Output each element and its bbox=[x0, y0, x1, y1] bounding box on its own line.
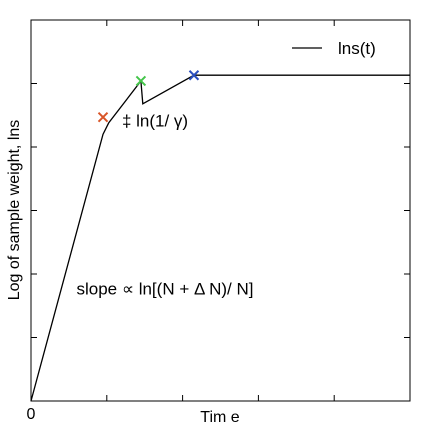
series-layer bbox=[30, 74, 410, 402]
series-line bbox=[30, 74, 410, 402]
annotation: slope ∝ ln[(N + Δ N)/ N] bbox=[76, 279, 253, 298]
annotation: ‡ ln(1/ γ) bbox=[122, 112, 188, 131]
plot-frame bbox=[30, 19, 411, 402]
x-marker bbox=[97, 111, 109, 123]
legend-label: lns(t) bbox=[338, 39, 376, 58]
marker-layer bbox=[97, 70, 200, 123]
x-tick-label: 0 bbox=[27, 406, 36, 423]
x-axis-label: Tim e bbox=[200, 409, 240, 426]
y-ticks bbox=[31, 19, 410, 338]
legend: lns(t) bbox=[292, 39, 376, 58]
y-axis-label: Log of sample weight, lns bbox=[6, 120, 23, 301]
x-ticks: 0 bbox=[27, 20, 335, 423]
annotation-layer: ‡ ln(1/ γ) slope ∝ ln[(N + Δ N)/ N] bbox=[76, 112, 253, 299]
x-marker bbox=[135, 75, 147, 87]
x-marker bbox=[188, 70, 200, 81]
